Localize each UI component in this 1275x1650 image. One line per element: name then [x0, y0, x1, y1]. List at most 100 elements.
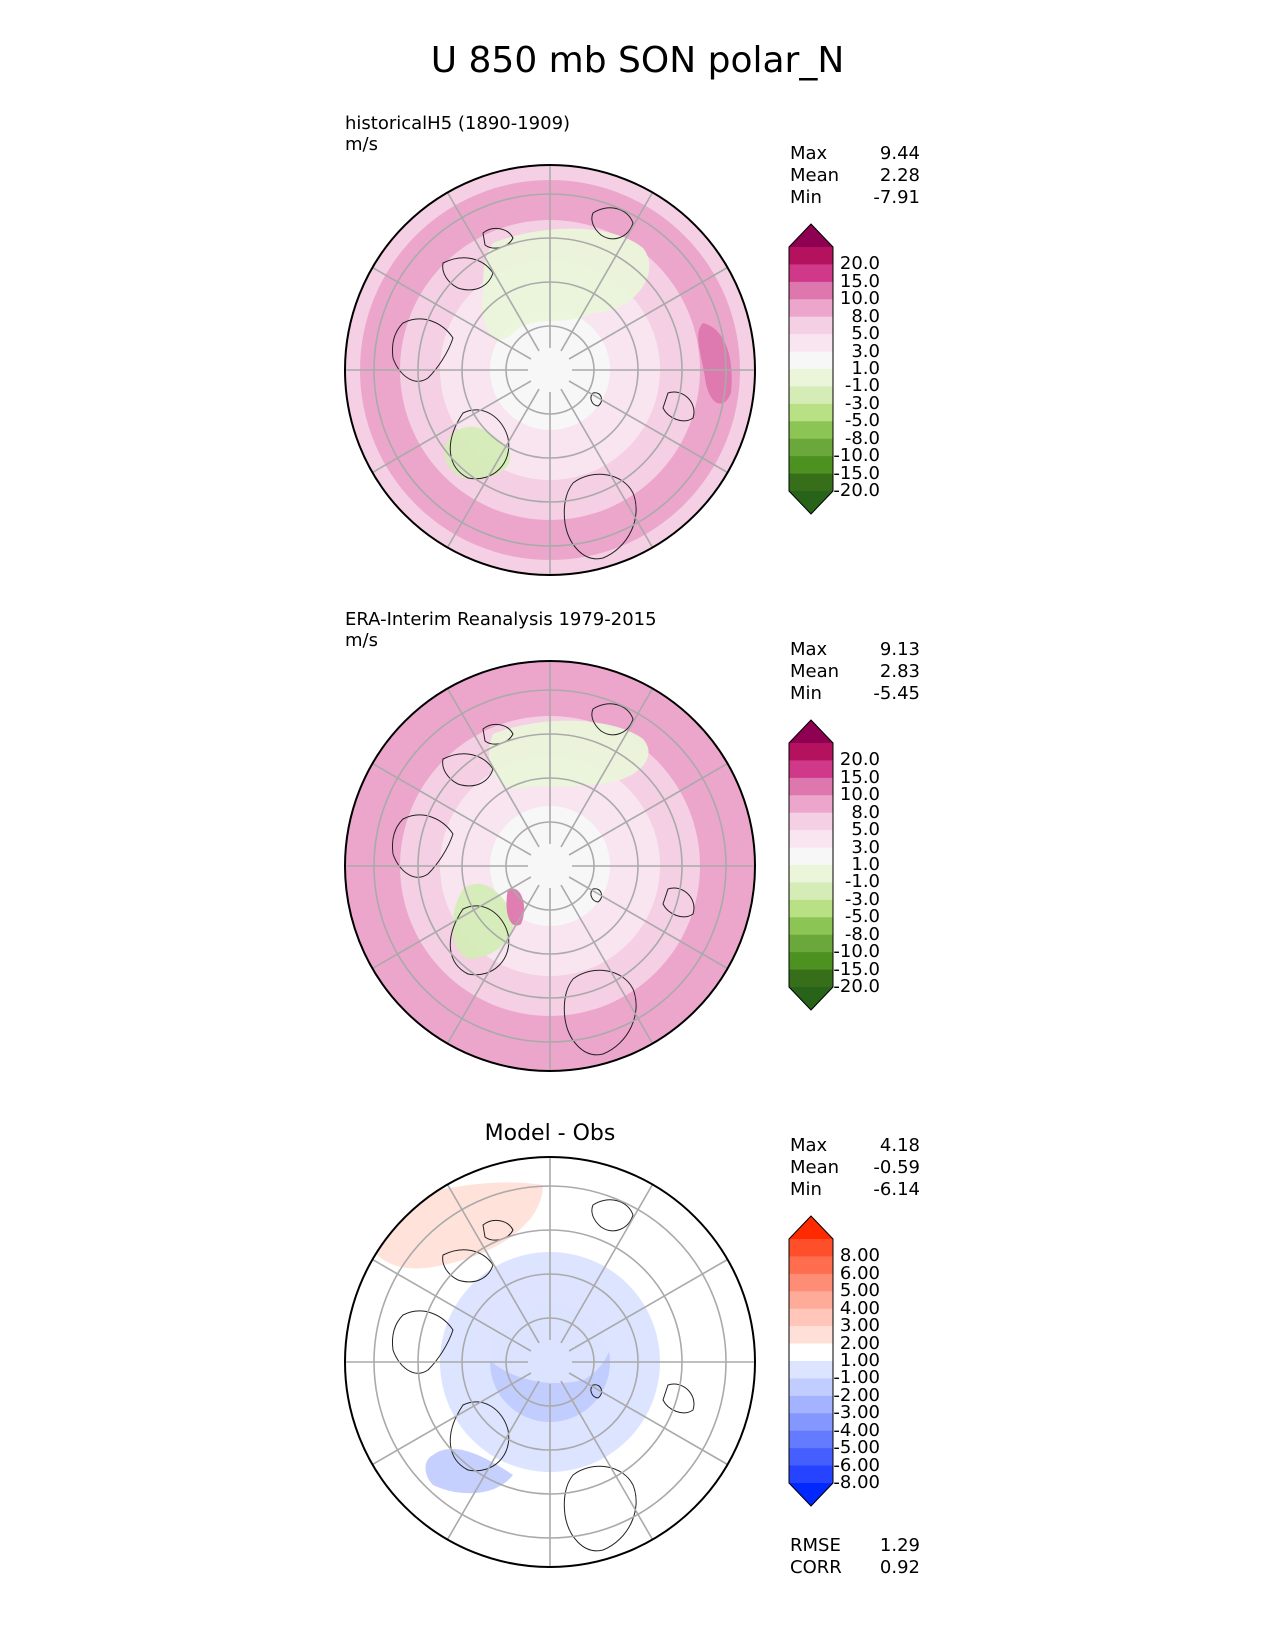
- colorbar-outline: [788, 1215, 834, 1507]
- colorbar-labels: 20.0 15.0 10.0 8.0 5.0 3.0 1.0 -1.0 -3.0 -5.0 -8.0…: [833, 221, 914, 517]
- colorbar-swatch: [789, 316, 833, 335]
- colorbar-tick-label: 20.0: [839, 253, 880, 275]
- colorbar-swatch: [789, 795, 833, 814]
- colorbar-swatch: [789, 369, 833, 387]
- colorbar-tick-label: -10.0: [833, 941, 880, 963]
- colorbar-swatch: [789, 438, 833, 457]
- meridian-line: [372, 266, 532, 360]
- colorbar-extend-min: [789, 987, 833, 1010]
- colorbar-swatch: [789, 1430, 833, 1449]
- meridian-line: [560, 388, 654, 548]
- colorbar-swatch: [789, 1239, 833, 1257]
- meridian-line: [560, 1184, 654, 1344]
- stat-min: Min -6.14: [790, 1179, 920, 1200]
- colorbar-extend-max: [789, 1216, 833, 1239]
- meridian-line: [446, 884, 540, 1044]
- colorbar-tick-label: 8.0: [851, 801, 880, 823]
- colorbar-tick-label: -3.00: [833, 1402, 880, 1424]
- colorbar-tick-label: -8.0: [844, 923, 880, 945]
- map-boundary: [344, 1156, 756, 1568]
- coastline: [392, 318, 454, 382]
- coastline: [449, 905, 510, 976]
- panel-label-block: ERA-Interim Reanalysis 1979-2015 m/s: [345, 609, 657, 651]
- coastline: [392, 1310, 454, 1374]
- colorbar-swatch: [789, 882, 833, 901]
- coastline: [442, 1249, 494, 1283]
- colorbar-swatch: [789, 1273, 833, 1292]
- colorbar-extend-min: [789, 1483, 833, 1506]
- colorbar-swatch: [789, 1448, 833, 1467]
- colorbar: [788, 223, 834, 515]
- meridian-line: [446, 688, 540, 848]
- colorbar-swatch: [789, 1326, 833, 1345]
- colorbar-swatch: [789, 1378, 833, 1397]
- meridian-line: [568, 1372, 728, 1466]
- colorbar-tick-label: -3.0: [844, 888, 880, 910]
- colorbar-tick-label: 8.00: [839, 1245, 880, 1267]
- meridian-line: [560, 884, 654, 1044]
- coastline: [563, 969, 637, 1056]
- colorbar-tick-label: 1.0: [851, 854, 880, 875]
- colorbar-swatch: [789, 1256, 833, 1275]
- colorbar: [788, 719, 834, 1011]
- meridian-line: [446, 388, 540, 548]
- coastline: [662, 1383, 695, 1414]
- coastline: [563, 1465, 637, 1552]
- panel-label-block: historicalH5 (1890-1909) m/s: [345, 113, 570, 155]
- colorbar-tick-label: 3.00: [839, 1315, 880, 1337]
- field-band: [490, 310, 610, 430]
- colorbar-extend-max: [789, 224, 833, 247]
- colorbar-tick-label: -10.0: [833, 445, 880, 467]
- meridian-line: [560, 192, 654, 352]
- meridian-line: [446, 192, 540, 352]
- colorbar-tick-label: 15.0: [839, 270, 880, 292]
- colorbar-swatch: [789, 1361, 833, 1379]
- colorbar-swatch: [789, 264, 833, 283]
- polar-map: [344, 164, 756, 576]
- stats-box: Max 4.18 Mean -0.59 Min -6.14: [790, 1135, 920, 1201]
- map-field: [345, 165, 755, 575]
- stat-max: Max 9.13: [790, 639, 920, 660]
- coastline: [563, 473, 637, 560]
- panel-model: historicalH5 (1890-1909) m/s Max 9.44 Mea…: [0, 105, 1275, 576]
- colorbar-swatch: [789, 1465, 833, 1484]
- panel-diff: Model - Obs Max 4.18 Mean -0.59 Min -6.14 8…: [0, 1097, 1275, 1597]
- colorbar-tick-label: -3.0: [844, 392, 880, 414]
- map-field: [345, 1157, 755, 1567]
- colorbar-swatch: [789, 760, 833, 779]
- panel-units: m/s: [345, 134, 378, 155]
- stat-max: Max 4.18: [790, 1135, 920, 1156]
- colorbar-extend-max: [789, 720, 833, 743]
- coastline: [392, 814, 454, 878]
- colorbar-tick-label: -1.0: [844, 375, 880, 397]
- meridian-line: [568, 762, 728, 856]
- meridian-line: [372, 1372, 532, 1466]
- colorbar-tick-label: 10.0: [839, 784, 880, 806]
- stat-min: Min -5.45: [790, 683, 920, 704]
- colorbar-tick-label: 6.00: [839, 1262, 880, 1284]
- map-boundary: [344, 660, 756, 1072]
- colorbar-tick-label: -8.00: [833, 1472, 880, 1493]
- colorbar-tick-label: -2.00: [833, 1384, 880, 1406]
- stat-min: Min -7.91: [790, 187, 920, 208]
- colorbar-swatch: [789, 473, 833, 492]
- colorbar-tick-label: 5.00: [839, 1280, 880, 1302]
- meridian-line: [568, 876, 728, 970]
- map-field: [345, 661, 755, 1071]
- colorbar-swatch: [789, 865, 833, 883]
- coastline: [590, 392, 603, 407]
- field-region-weak-easterly-pacific: [489, 720, 649, 789]
- colorbar-labels: 8.00 6.00 5.00 4.00 3.00 2.00 1.00 -1.00 -2.00 -3…: [833, 1213, 914, 1509]
- stat-rmse: RMSE 1.29: [790, 1535, 920, 1556]
- coastline: [442, 753, 494, 787]
- coastline: [590, 1384, 603, 1399]
- colorbar: [788, 1215, 834, 1507]
- meridian-line: [446, 1380, 540, 1540]
- colorbar-tick-label: -1.0: [844, 871, 880, 893]
- colorbar-tick-label: 5.0: [851, 819, 880, 841]
- colorbar-tick-label: 4.00: [839, 1297, 880, 1319]
- colorbar-tick-label: -5.00: [833, 1437, 880, 1459]
- coastline: [482, 1219, 514, 1241]
- coastline: [449, 409, 510, 480]
- colorbar-swatch: [789, 830, 833, 849]
